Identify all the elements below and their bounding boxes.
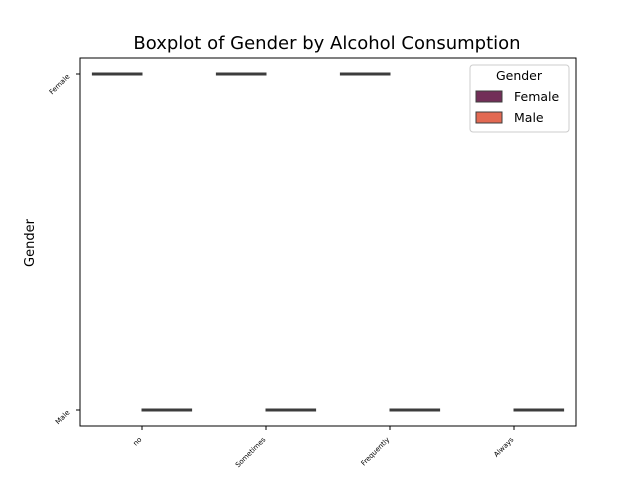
y-tick-label: Female — [48, 73, 72, 97]
x-tick-label: Frequently — [360, 436, 392, 468]
x-tick-label: Always — [492, 436, 515, 459]
legend-swatch-female — [475, 90, 503, 103]
y-tick-label: Male — [54, 409, 71, 426]
x-tick-label: Sometimes — [234, 436, 268, 470]
legend-swatch-male — [475, 111, 503, 124]
plot-frame — [79, 57, 577, 427]
x-tick-label: no — [132, 436, 144, 448]
y-axis-label: Gender — [23, 218, 38, 267]
legend: Gender Female Male — [469, 64, 570, 133]
legend-label-female: Female — [514, 89, 560, 104]
legend-title: Gender — [496, 68, 543, 83]
legend-label-male: Male — [514, 110, 544, 125]
chart-title: Boxplot of Gender by Alcohol Consumption — [133, 33, 520, 54]
